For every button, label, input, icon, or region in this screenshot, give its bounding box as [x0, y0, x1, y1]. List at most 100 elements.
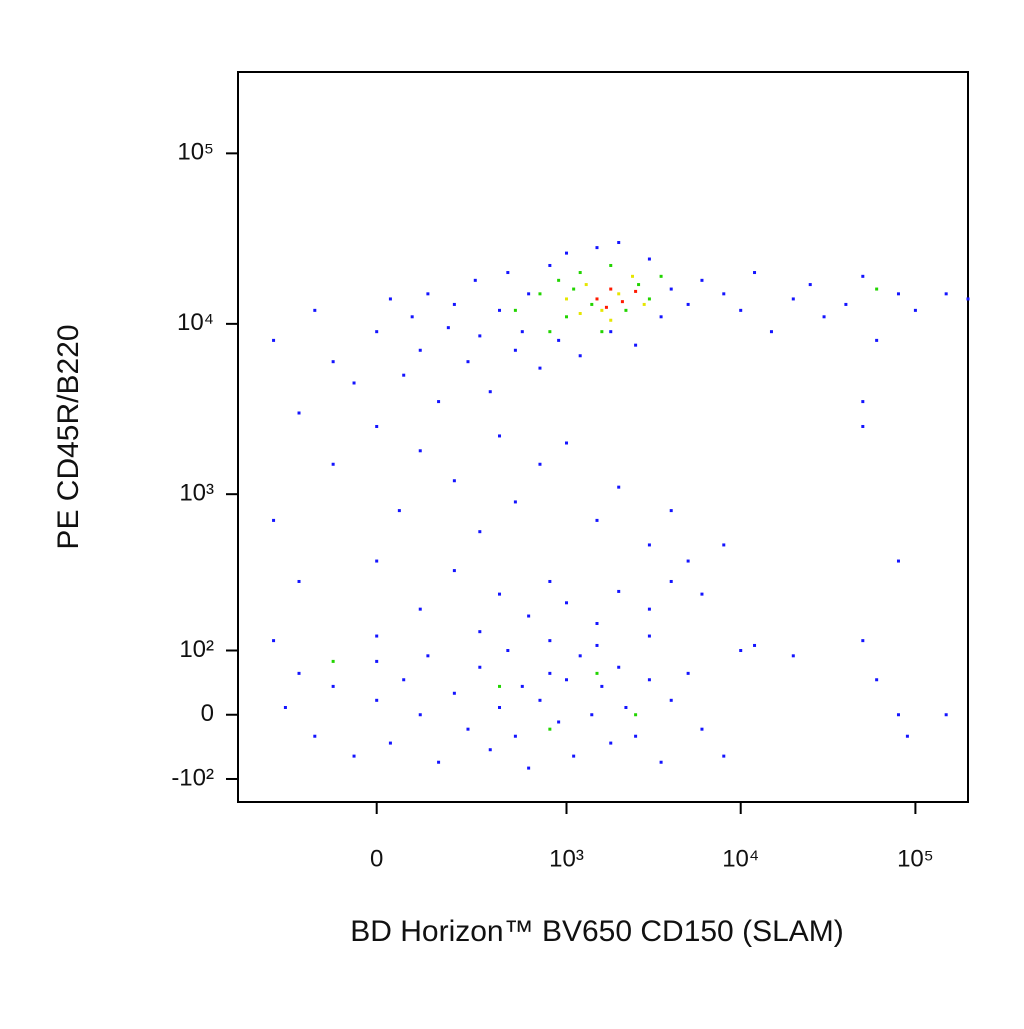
dot	[659, 315, 663, 319]
dot	[478, 530, 482, 534]
dot	[861, 424, 865, 428]
dot	[313, 308, 317, 312]
dot	[478, 665, 482, 669]
dot	[822, 315, 826, 319]
dot	[620, 300, 624, 304]
dot	[669, 579, 673, 583]
dot	[617, 241, 621, 245]
dot	[452, 691, 456, 695]
dot	[609, 318, 613, 322]
dot	[700, 592, 704, 596]
dot	[686, 559, 690, 563]
y-axis-title: PE CD45R/B220	[52, 324, 85, 549]
dot	[637, 283, 641, 287]
dot	[896, 713, 900, 717]
dot	[600, 330, 604, 334]
dot	[548, 671, 552, 675]
dot	[700, 727, 704, 731]
dot	[595, 643, 599, 647]
dot	[272, 338, 276, 342]
dot	[659, 274, 663, 278]
dot	[498, 705, 502, 709]
dot	[600, 684, 604, 688]
dot	[548, 330, 552, 334]
dot	[617, 485, 621, 489]
dot	[437, 400, 441, 404]
y-tick-label: 10⁴	[177, 309, 214, 336]
dot	[506, 649, 510, 653]
dot	[352, 381, 356, 385]
dot	[402, 373, 406, 377]
dot	[722, 292, 726, 296]
dot	[896, 292, 900, 296]
dot	[572, 754, 576, 758]
dot	[527, 614, 531, 618]
dot	[498, 434, 502, 438]
y-tick-label: 10⁵	[177, 139, 214, 166]
dot	[600, 308, 604, 312]
dot	[609, 287, 613, 291]
dot	[669, 509, 673, 513]
dot	[437, 760, 441, 764]
dot	[375, 659, 379, 663]
dot	[861, 400, 865, 404]
dot	[913, 308, 917, 312]
dot	[584, 283, 588, 287]
dot	[896, 559, 900, 563]
dot	[565, 297, 569, 301]
dot	[875, 678, 879, 682]
dot	[669, 698, 673, 702]
dot	[272, 518, 276, 522]
dot	[595, 297, 599, 301]
dot	[791, 297, 795, 301]
dot	[513, 734, 517, 738]
dot	[352, 754, 356, 758]
dot	[861, 639, 865, 643]
dot	[375, 698, 379, 702]
dot	[565, 601, 569, 605]
dot	[375, 559, 379, 563]
dot	[375, 634, 379, 638]
dot	[647, 607, 651, 611]
y-tick-label: 10²	[179, 636, 214, 663]
dot	[609, 330, 613, 334]
dot	[538, 698, 542, 702]
dot	[875, 338, 879, 342]
dot	[557, 338, 561, 342]
dot	[634, 289, 638, 293]
dot	[388, 741, 392, 745]
dot	[375, 330, 379, 334]
dot	[609, 263, 613, 267]
dot	[578, 312, 582, 316]
dot	[506, 271, 510, 275]
dot	[944, 713, 948, 717]
dot	[808, 283, 812, 287]
x-tick-label: 10⁵	[897, 845, 934, 872]
dot	[659, 760, 663, 764]
dot	[498, 308, 502, 312]
dot	[617, 665, 621, 669]
dot	[513, 348, 517, 352]
dot	[538, 366, 542, 370]
dot	[513, 500, 517, 504]
dot	[595, 671, 599, 675]
dot	[331, 684, 335, 688]
dot	[634, 343, 638, 347]
dot	[647, 543, 651, 547]
y-tick-label: 0	[201, 700, 214, 727]
dot	[498, 592, 502, 596]
dot	[283, 705, 287, 709]
dot	[753, 271, 757, 275]
dot	[527, 766, 531, 770]
dot	[686, 671, 690, 675]
dot	[297, 411, 301, 415]
dot	[548, 579, 552, 583]
dot	[739, 308, 743, 312]
dot	[520, 684, 524, 688]
dot	[700, 278, 704, 282]
plot-frame	[237, 71, 969, 803]
dot	[617, 292, 621, 296]
dot	[572, 287, 576, 291]
y-tick-label: 10³	[179, 480, 214, 507]
